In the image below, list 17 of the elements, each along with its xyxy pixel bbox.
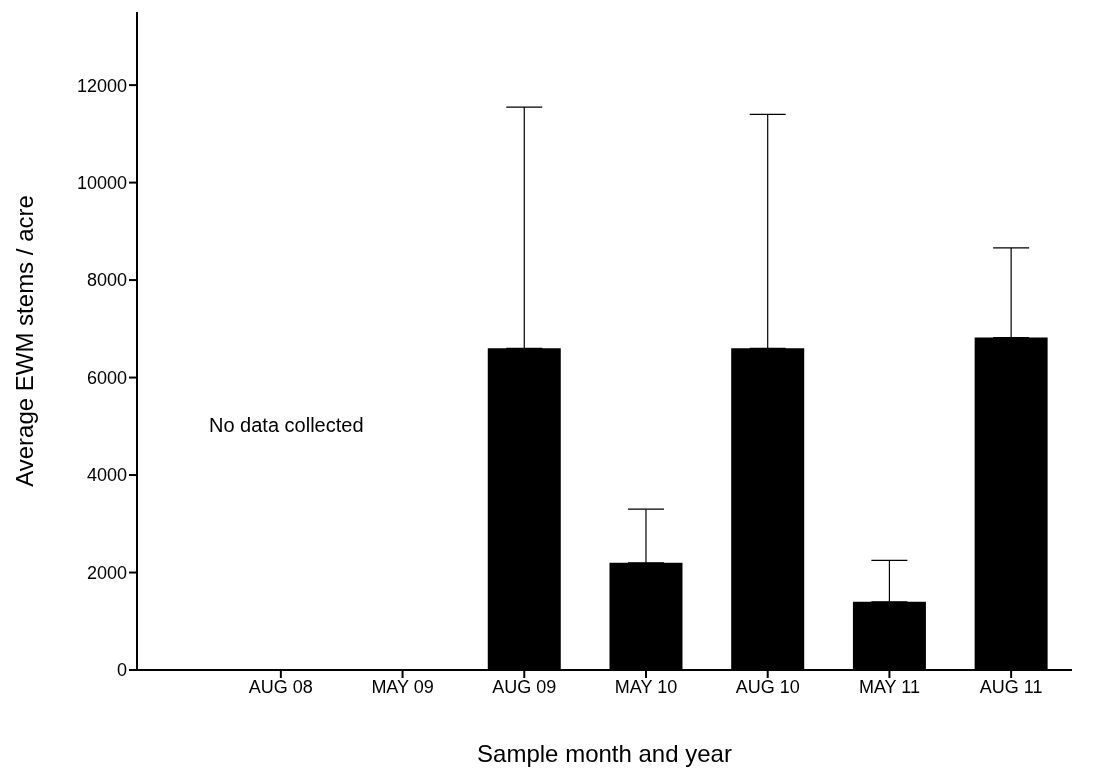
x-axis-title: Sample month and year	[477, 740, 732, 767]
y-tick-label: 2000	[86, 562, 127, 583]
y-tick-label: 8000	[86, 270, 127, 291]
y-tick-label: 6000	[86, 367, 127, 388]
y-tick-label: 10000	[76, 172, 127, 193]
x-tick-label: AUG 08	[248, 676, 313, 697]
x-tick-label: AUG 09	[492, 676, 557, 697]
y-axis-title: Average EWM stems / acre	[10, 195, 38, 487]
x-tick-label: AUG 10	[735, 676, 800, 697]
x-tick-label: AUG 11	[979, 676, 1043, 697]
x-tick-label: MAY 09	[371, 676, 434, 697]
x-tick-label: MAY 10	[614, 676, 678, 697]
y-tick-label: 0	[116, 660, 127, 681]
annotation: No data collected	[209, 414, 364, 437]
y-tick-label: 12000	[76, 75, 127, 96]
y-tick-label: 4000	[86, 465, 127, 486]
x-tick-label: MAY 11	[858, 676, 920, 697]
